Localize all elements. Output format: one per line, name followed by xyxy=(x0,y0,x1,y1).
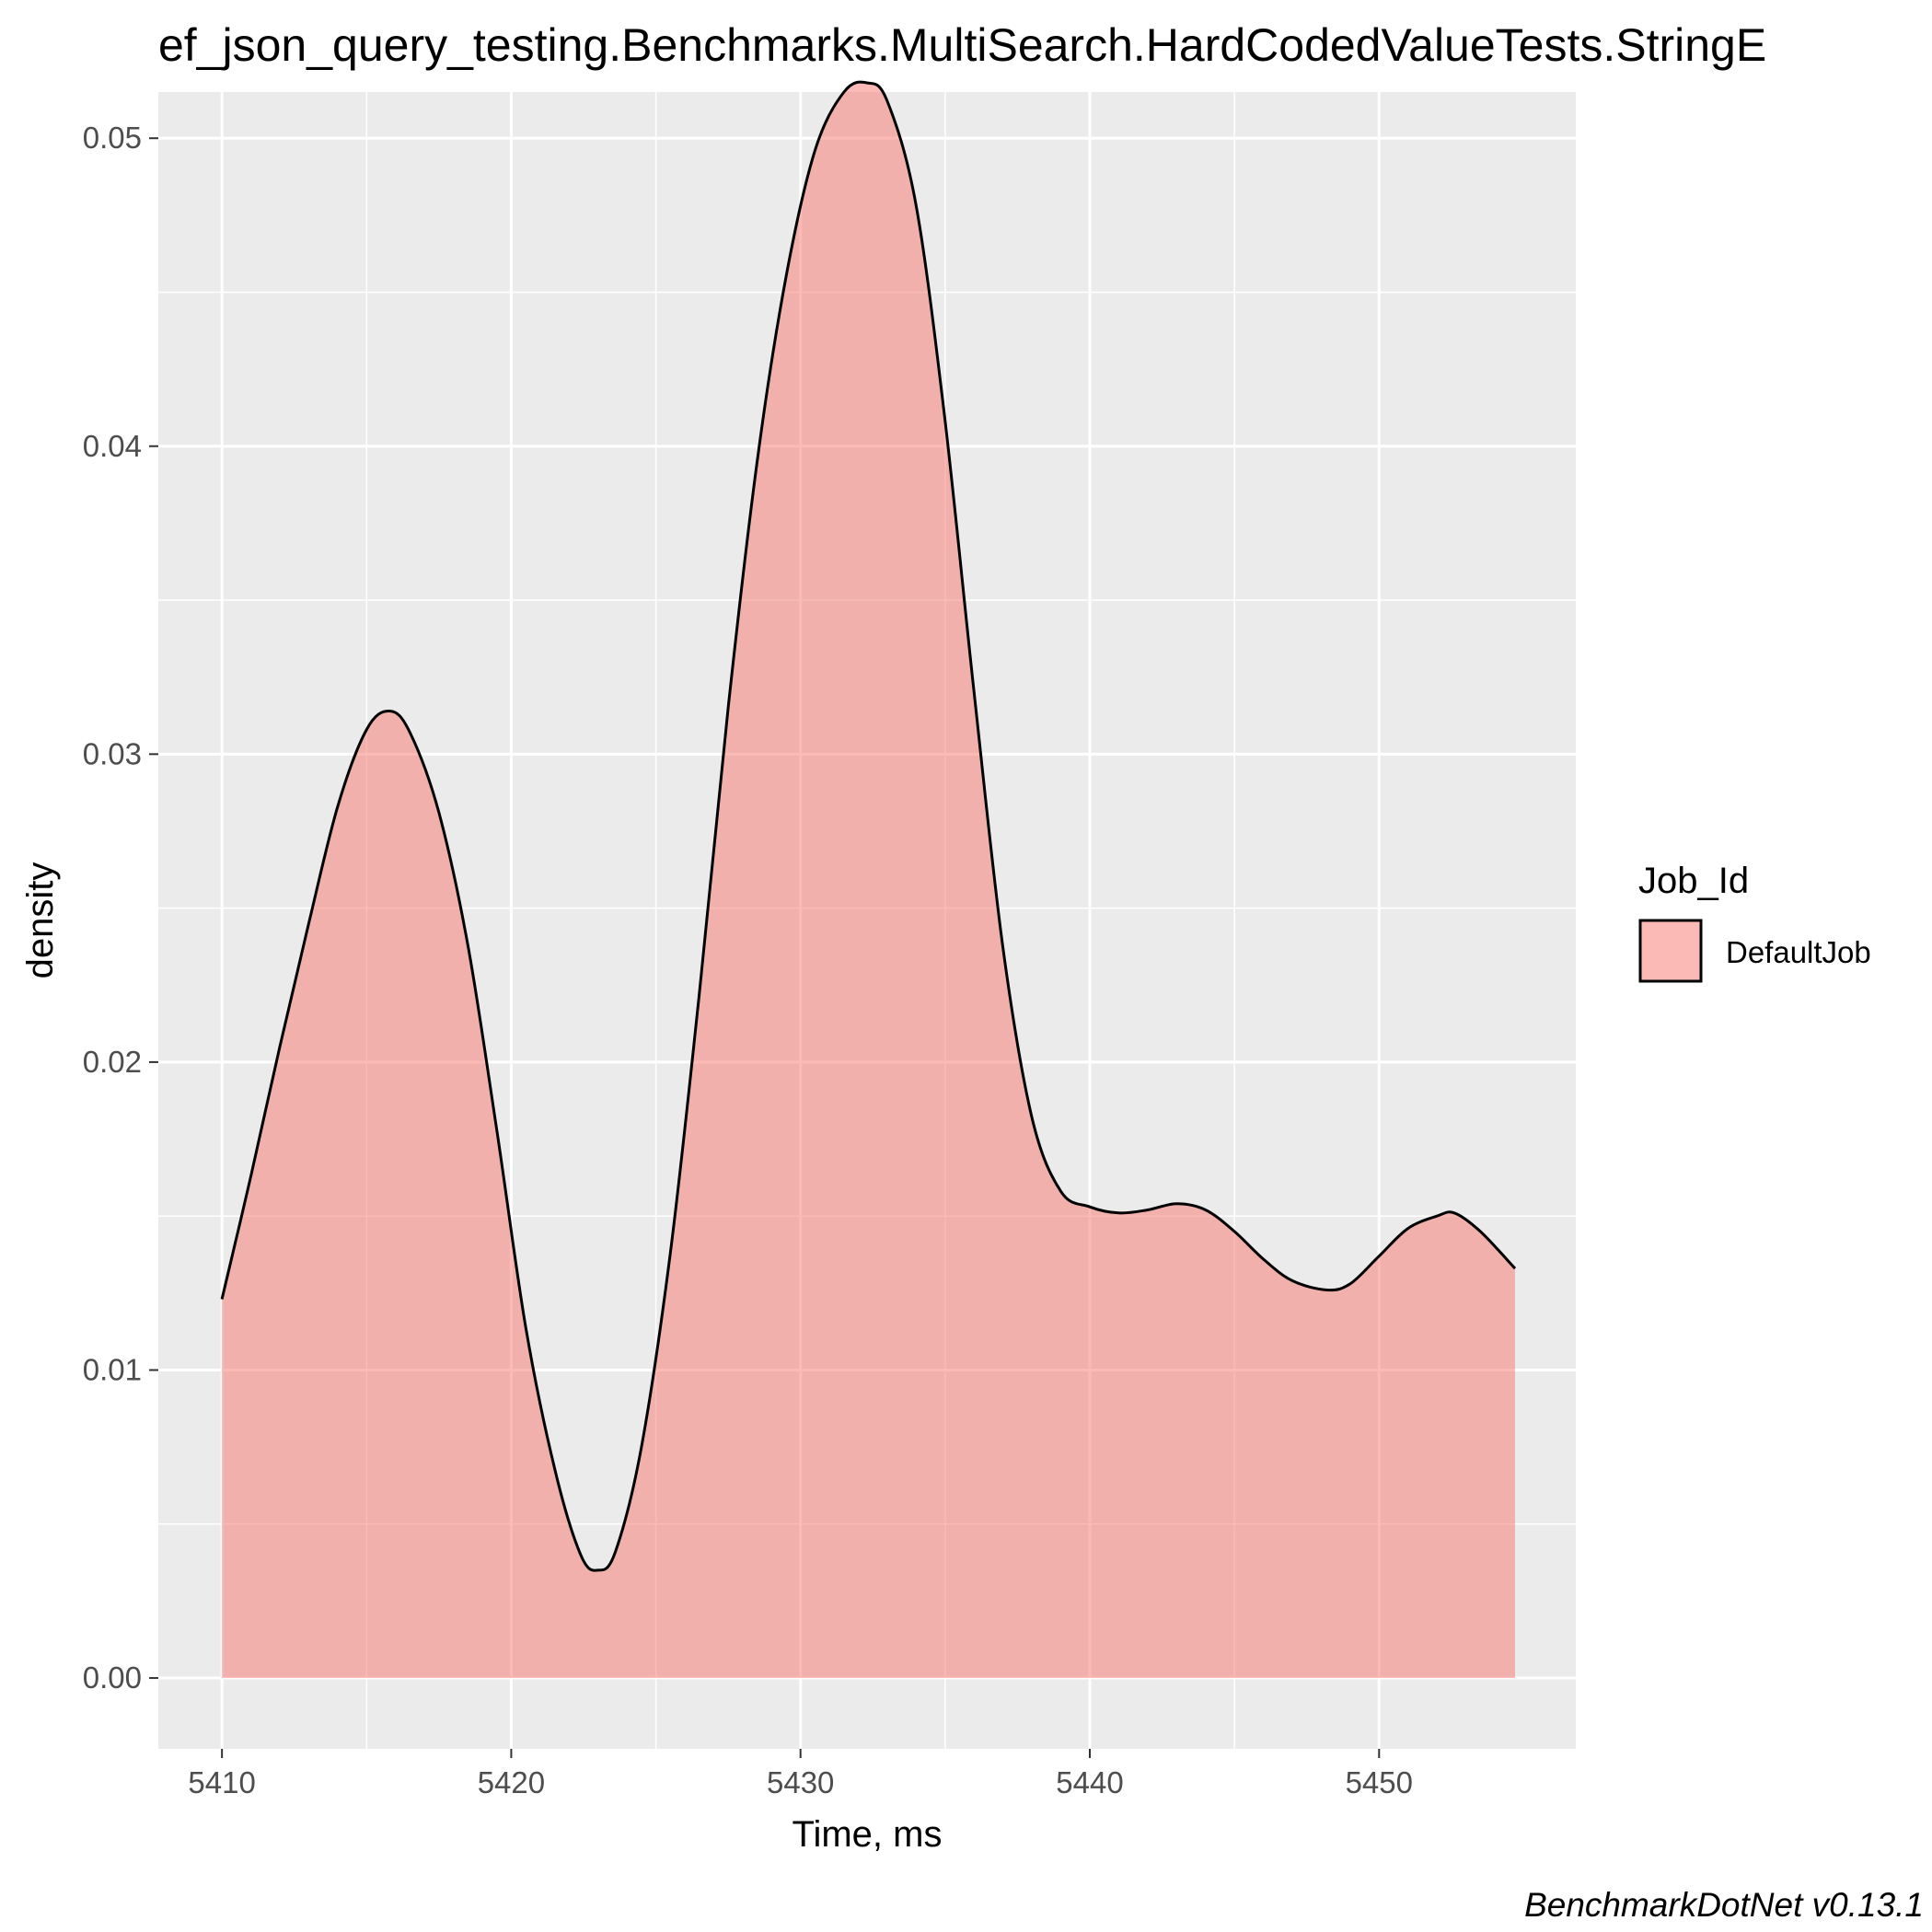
x-tick-label: 5430 xyxy=(767,1765,834,1799)
y-tick-label: 0.04 xyxy=(83,429,142,463)
density-area xyxy=(222,82,1516,1678)
x-axis: 5410 5420 5430 5440 5450 xyxy=(188,1749,1413,1799)
density-line xyxy=(220,80,1517,1572)
legend-label-defaultjob: DefaultJob xyxy=(1726,935,1871,969)
x-tick-label: 5440 xyxy=(1056,1765,1123,1799)
y-tick-label: 0.00 xyxy=(83,1660,142,1695)
y-axis: 0.00 0.01 0.02 0.03 0.04 0.05 xyxy=(83,121,158,1695)
y-tick-label: 0.01 xyxy=(83,1352,142,1386)
legend-title: Job_Id xyxy=(1638,861,1749,901)
y-tick-label: 0.05 xyxy=(83,121,142,155)
caption: BenchmarkDotNet v0.13.1 xyxy=(1524,1886,1924,1924)
x-axis-title: Time, ms xyxy=(792,1814,943,1855)
y-axis-title: density xyxy=(20,862,61,979)
x-tick-label: 5410 xyxy=(188,1765,255,1799)
legend: Job_Id DefaultJob xyxy=(1638,861,1871,983)
x-tick-label: 5420 xyxy=(478,1765,545,1799)
y-tick-label: 0.02 xyxy=(83,1045,142,1079)
y-tick-label: 0.03 xyxy=(83,736,142,770)
legend-key-swatch xyxy=(1638,919,1703,983)
x-tick-label: 5450 xyxy=(1346,1765,1413,1799)
chart-title: ef_json_query_testing.Benchmarks.MultiSe… xyxy=(158,19,1766,71)
